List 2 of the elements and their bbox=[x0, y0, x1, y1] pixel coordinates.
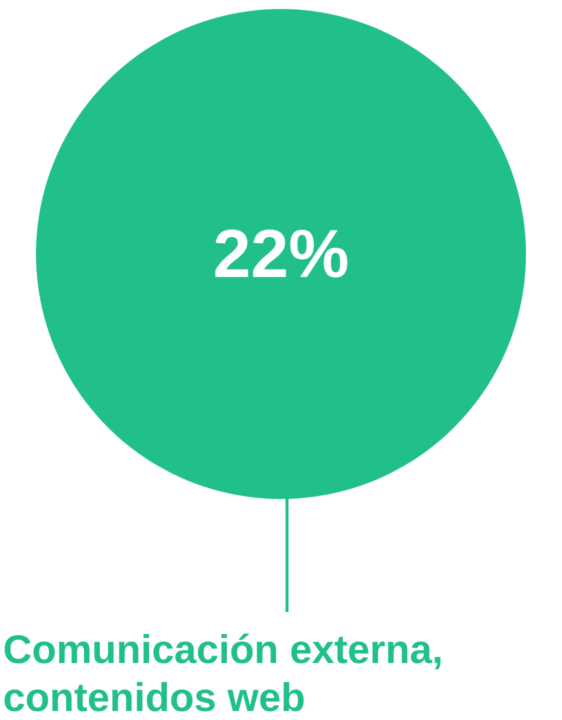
category-label: Comunicación externa, contenidos web bbox=[3, 628, 454, 720]
data-label: 22% bbox=[212, 216, 350, 292]
